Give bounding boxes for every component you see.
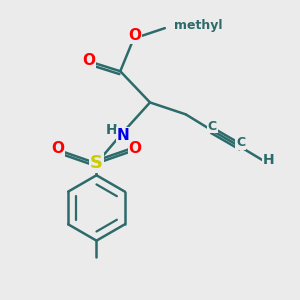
Text: H: H: [106, 123, 117, 137]
Text: S: S: [90, 154, 103, 172]
Text: O: O: [51, 141, 64, 156]
Text: O: O: [82, 53, 96, 68]
Text: N: N: [117, 128, 130, 142]
Text: methyl: methyl: [174, 19, 222, 32]
Text: O: O: [129, 28, 142, 43]
Text: C: C: [208, 120, 217, 133]
Text: O: O: [129, 141, 142, 156]
Text: H: H: [263, 153, 275, 167]
Text: C: C: [236, 136, 245, 149]
